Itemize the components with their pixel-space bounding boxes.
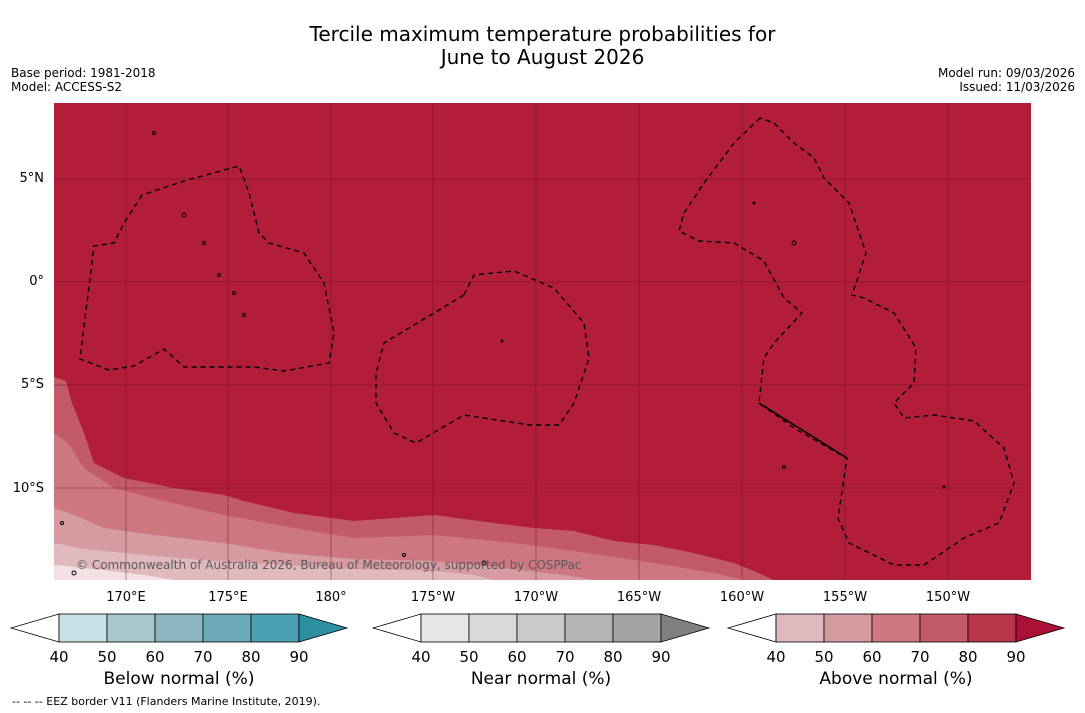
above-normal-colorbar: 40 50 60 70 80 90 <box>726 613 1066 666</box>
below-normal-extend-low <box>9 613 60 643</box>
lon-label-180: 180° <box>315 590 347 605</box>
copyright-notice: © Commonwealth of Australia 2026, Bureau… <box>76 558 582 572</box>
lon-label-175w: 175°W <box>410 590 456 605</box>
above-normal-70-region <box>54 433 744 580</box>
below-normal-segment <box>58 613 108 643</box>
above-normal-segment <box>967 613 1017 643</box>
above-normal-segment <box>823 613 873 643</box>
near-normal-segment <box>564 613 614 643</box>
below-normal-tick-label: 90 <box>289 648 308 666</box>
below-normal-tick-label: 60 <box>145 648 164 666</box>
lon-label-165w: 165°W <box>616 590 662 605</box>
above-normal-40-region <box>54 565 174 580</box>
near-normal-tick-label: 50 <box>459 648 478 666</box>
near-normal-extend-high <box>660 613 711 643</box>
eez-border-tokelau <box>375 270 590 444</box>
above-normal-tick-label: 90 <box>1006 648 1025 666</box>
base-period: Base period: 1981-2018 <box>11 66 156 80</box>
below-normal-extend-high <box>298 613 349 643</box>
eez-solid-segment <box>758 402 848 459</box>
map-title-line2: June to August 2026 <box>440 45 645 69</box>
near-normal-colorbar: 40 50 60 70 80 90 <box>371 613 711 666</box>
near-normal-tick-label: 90 <box>651 648 670 666</box>
below-normal-segment <box>202 613 252 643</box>
lat-label-5n: 5°N <box>19 171 45 186</box>
lat-label-0: 0° <box>29 274 44 289</box>
below-normal-segment <box>250 613 300 643</box>
above-normal-title: Above normal (%) <box>819 669 973 689</box>
above-normal-segment <box>919 613 969 643</box>
near-normal-segment <box>612 613 662 643</box>
near-normal-segment <box>468 613 518 643</box>
below-normal-tick-label: 70 <box>193 648 212 666</box>
near-normal-segment <box>516 613 566 643</box>
near-normal-extend-low <box>371 613 422 643</box>
lon-label-155w: 155°W <box>822 590 868 605</box>
above-normal-extend-low <box>726 613 777 643</box>
eez-footnote: -- -- -- EEZ border V11 (Flanders Marine… <box>12 695 321 708</box>
below-normal-tick-label: 50 <box>97 648 116 666</box>
model-name: Model: ACCESS-S2 <box>11 80 123 94</box>
near-normal-tick-label: 70 <box>555 648 574 666</box>
near-normal-tick-label: 40 <box>411 648 430 666</box>
lat-label-10s: 10°S <box>12 481 44 496</box>
lon-label-150w: 150°W <box>925 590 971 605</box>
colorbars: 40 50 60 70 80 90 40 50 60 70 80 90 40 50 60 70 80 90 <box>9 613 1066 666</box>
probability-map: © Commonwealth of Australia 2026, Bureau… <box>54 103 1031 580</box>
above-normal-segment <box>775 613 825 643</box>
lon-label-170e: 170°E <box>106 590 146 605</box>
below-normal-segment <box>154 613 204 643</box>
lon-label-160w: 160°W <box>719 590 765 605</box>
above-normal-tick-label: 70 <box>910 648 929 666</box>
lat-label-5s: 5°S <box>20 377 44 392</box>
lon-label-175e: 175°E <box>208 590 248 605</box>
above-normal-segment <box>871 613 921 643</box>
model-run-date: Model run: 09/03/2026 <box>937 66 1075 80</box>
near-normal-segment <box>420 613 470 643</box>
above-normal-tick-label: 50 <box>814 648 833 666</box>
near-normal-tick-label: 80 <box>603 648 622 666</box>
islands <box>60 131 946 576</box>
map-canvas <box>54 103 1031 580</box>
above-normal-tick-label: 60 <box>862 648 881 666</box>
near-normal-tick-label: 60 <box>507 648 526 666</box>
map-title-line1: Tercile maximum temperature probabilitie… <box>309 22 776 46</box>
issued-date: Issued: 11/03/2026 <box>959 80 1075 94</box>
lon-label-170w: 170°W <box>513 590 559 605</box>
below-normal-tick-label: 80 <box>241 648 260 666</box>
graticule <box>54 103 1031 580</box>
below-normal-title: Below normal (%) <box>103 669 255 689</box>
above-normal-tick-label: 80 <box>958 648 977 666</box>
near-normal-title: Near normal (%) <box>470 669 612 689</box>
eez-borders <box>79 117 1015 566</box>
above-normal-extend-high <box>1015 613 1066 643</box>
below-normal-segment <box>106 613 156 643</box>
above-normal-tick-label: 40 <box>766 648 785 666</box>
above-normal-50-region <box>54 543 494 580</box>
below-normal-colorbar: 40 50 60 70 80 90 <box>9 613 349 666</box>
below-normal-tick-label: 40 <box>49 648 68 666</box>
eez-border-kiribati-gilbert <box>79 165 335 372</box>
